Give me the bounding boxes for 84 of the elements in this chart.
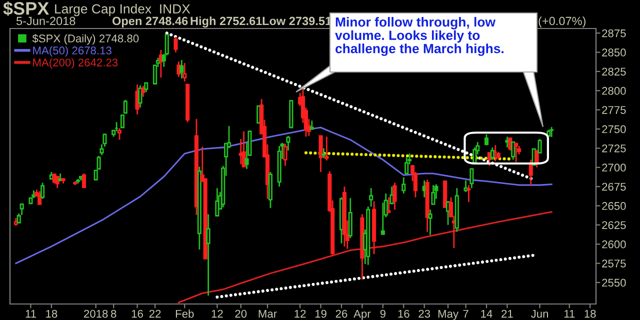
x-tick-label: 18 bbox=[46, 310, 58, 318]
text: High 2752.61 bbox=[190, 16, 262, 28]
candlestick bbox=[550, 126, 554, 138]
text: Open 2748.46 bbox=[112, 16, 188, 28]
candlestick bbox=[138, 84, 142, 108]
y-tick-label: 2675 bbox=[602, 182, 626, 191]
y-tick-label: 2775 bbox=[602, 106, 626, 114]
x-tick-label: 23 bbox=[418, 310, 430, 318]
x-tick-label: 12 bbox=[212, 310, 223, 318]
y-tick-label: 2700 bbox=[602, 164, 626, 172]
x-tick-label: Mar bbox=[258, 310, 277, 318]
y-tick-label: 2825 bbox=[602, 68, 626, 76]
candlestick bbox=[55, 175, 60, 189]
x-tick-label: 22 bbox=[149, 310, 161, 318]
candlestick bbox=[182, 62, 187, 82]
y-tick-label: 2850 bbox=[602, 48, 626, 56]
candlestick bbox=[392, 182, 397, 210]
candlestick bbox=[38, 190, 42, 205]
y-tick-label: 2600 bbox=[602, 240, 626, 248]
candlestick bbox=[144, 82, 148, 93]
y-tick-label: 2725 bbox=[602, 144, 626, 152]
candlestick bbox=[386, 196, 391, 214]
x-tick-label: 16 bbox=[398, 310, 410, 318]
x-tick-label: 9 bbox=[380, 310, 386, 318]
y-tick-label: 2875 bbox=[602, 29, 626, 38]
y-tick-label: 2750 bbox=[602, 125, 626, 134]
candlestick bbox=[256, 105, 261, 124]
candlestick bbox=[310, 120, 314, 130]
candlestick bbox=[431, 184, 436, 205]
annotation: Minor follow through, low volume. Looks likely to challenge the March highs. bbox=[335, 17, 504, 56]
x-tick-label: 11 bbox=[564, 310, 575, 318]
candlestick bbox=[490, 146, 494, 160]
candlestick bbox=[117, 128, 122, 140]
candlestick bbox=[16, 212, 21, 224]
x-tick-label: 21 bbox=[502, 310, 513, 318]
x-tick-label: May bbox=[438, 310, 458, 320]
candlestick bbox=[505, 136, 510, 148]
candlestick bbox=[20, 204, 24, 216]
x-tick-label: 2018 bbox=[84, 310, 108, 318]
candlestick bbox=[141, 85, 146, 98]
x-tick-label: 26 bbox=[336, 310, 348, 318]
candlestick bbox=[402, 176, 406, 194]
line-series bbox=[178, 211, 552, 304]
candlestick bbox=[40, 182, 45, 200]
candlestick bbox=[322, 148, 326, 159]
x-tick-label: Apr bbox=[354, 310, 371, 320]
candlestick bbox=[514, 142, 518, 163]
x-tick-label: 16 bbox=[132, 310, 143, 318]
chart-title: $SPX bbox=[3, 1, 50, 16]
candlestick bbox=[82, 172, 86, 189]
candlestick bbox=[174, 36, 178, 53]
legend-label: MA(50) 2678.13 bbox=[33, 46, 112, 57]
x-tick-label: 8 bbox=[110, 310, 116, 318]
candlestick bbox=[404, 156, 409, 174]
y-tick-label: 2800 bbox=[602, 86, 626, 95]
y-tick-label: 2650 bbox=[602, 202, 626, 210]
x-tick-label: 12 bbox=[294, 310, 306, 318]
candlestick bbox=[206, 214, 210, 296]
candlestick bbox=[135, 84, 140, 116]
x-tick-label: 7 bbox=[463, 310, 468, 318]
y-tick-label: 2625 bbox=[602, 221, 626, 230]
candlestick bbox=[428, 208, 432, 236]
x-tick-label: Feb bbox=[176, 310, 194, 318]
candlestick bbox=[348, 197, 352, 239]
x-tick-label: 18 bbox=[584, 310, 596, 318]
candlestick bbox=[466, 184, 471, 203]
candlestick bbox=[470, 167, 474, 189]
legend-label: MA(200) 2642.23 bbox=[33, 58, 118, 69]
y-tick-label: 2550 bbox=[602, 278, 626, 287]
x-tick-label: 20 bbox=[235, 310, 247, 318]
text: (+0.07%) bbox=[538, 16, 586, 28]
legend-label: $SPX (Daily) 2748.80 bbox=[32, 34, 139, 45]
x-tick-label: 19 bbox=[315, 310, 326, 318]
chart-subtitle: Large Cap Index INDX bbox=[55, 4, 190, 16]
y-tick-label: 2575 bbox=[602, 260, 626, 268]
x-tick-label: Jun bbox=[530, 310, 548, 318]
candlestick bbox=[100, 144, 104, 156]
text: 5-Jun-2018 bbox=[16, 16, 76, 26]
text: Low 2739.51 bbox=[262, 16, 332, 26]
x-tick-label: 11 bbox=[26, 310, 36, 318]
x-tick-label: 14 bbox=[481, 310, 492, 318]
candlestick bbox=[369, 187, 374, 208]
candlestick bbox=[511, 141, 516, 160]
candlestick bbox=[180, 59, 184, 80]
